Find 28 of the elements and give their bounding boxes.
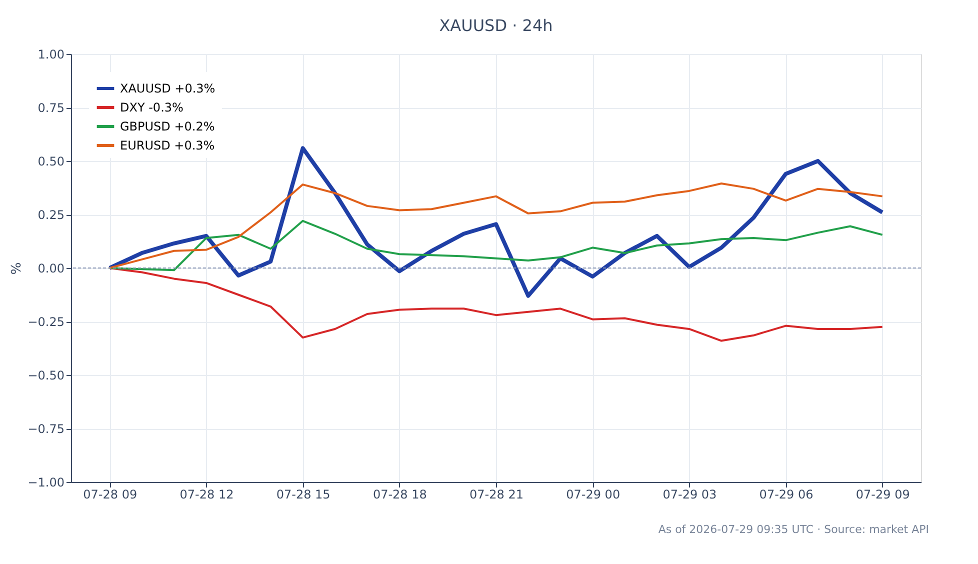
y-axis-title: % (10, 262, 25, 275)
x-tick-label: 07-28 18 (372, 488, 427, 502)
legend-label: EURUSD +0.3% (120, 138, 215, 152)
y-tick-label: −1.00 (28, 476, 64, 490)
y-tick-label: 0.75 (38, 101, 64, 115)
x-tick-label: 07-28 12 (180, 488, 234, 502)
x-tick-label: 07-29 00 (566, 488, 620, 502)
legend-label: DXY -0.3% (120, 100, 184, 114)
line-series (108, 182, 884, 269)
y-tick-label: −0.25 (28, 315, 64, 329)
line-series (108, 267, 884, 342)
text: As of 2026-07-29 09:35 UTC · Source: market API (658, 523, 929, 536)
x-tick-label: 07-28 09 (83, 488, 138, 502)
y-tick-label: 0.00 (38, 262, 64, 276)
chart-title: XAUUSD · 24h (439, 16, 553, 35)
line-series (108, 220, 884, 272)
y-tick-label: −0.75 (28, 422, 64, 436)
x-tick-label: 07-29 09 (856, 488, 910, 502)
x-tick-label: 07-29 06 (759, 488, 814, 502)
y-tick-label: 1.00 (38, 48, 64, 62)
legend-label: XAUUSD +0.3% (120, 82, 216, 96)
x-tick-label: 07-28 15 (276, 488, 330, 502)
legend-label: GBPUSD +0.2% (120, 120, 215, 134)
y-tick-label: 0.25 (38, 208, 64, 222)
y-tick-label: 0.50 (38, 154, 64, 168)
x-tick-label: 07-28 21 (470, 488, 524, 502)
y-tick-label: −0.50 (28, 368, 64, 382)
x-tick-label: 07-29 03 (662, 488, 717, 502)
